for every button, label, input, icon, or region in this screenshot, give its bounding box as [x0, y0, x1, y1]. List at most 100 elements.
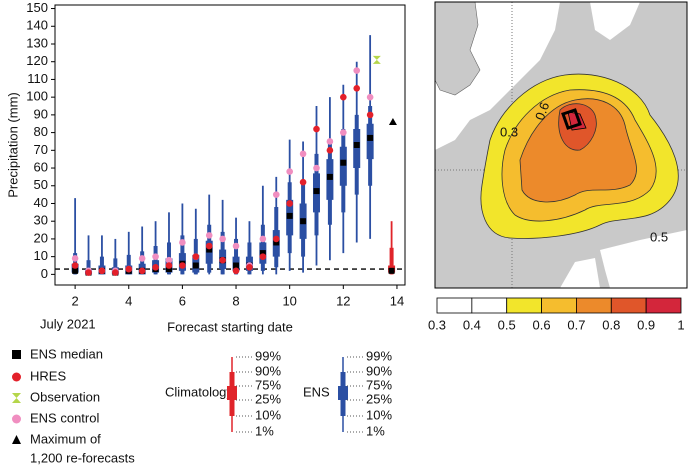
y-tick-label: 50: [34, 177, 48, 192]
key-percentile: 25%: [366, 391, 392, 406]
contour-label: 0.5: [650, 229, 668, 244]
colorbar-cell: [576, 297, 612, 314]
hres-point: [71, 262, 79, 269]
median: [286, 212, 293, 219]
map-land: [434, 1, 481, 96]
y-tick-label: 0: [41, 266, 48, 281]
colorbar-label: 0.9: [637, 317, 655, 332]
colorbar-label: 0.3: [428, 317, 446, 332]
hres-point: [259, 253, 267, 260]
key-percentile: 10%: [366, 407, 392, 422]
hres-point: [219, 256, 226, 264]
y-tick-label: 130: [26, 35, 48, 50]
hres-point: [272, 235, 280, 243]
control-point: [313, 164, 320, 172]
legend-label: Observation: [30, 389, 100, 404]
colorbar-cell: [506, 297, 542, 314]
legend: ENS median HRES Observation ENS control …: [12, 346, 330, 465]
map-sea: [600, 230, 687, 288]
median: [300, 218, 307, 225]
hres-point: [366, 111, 374, 119]
hres-point: [326, 147, 334, 154]
median: [340, 159, 347, 166]
median: [313, 188, 320, 195]
legend-symbol: [12, 414, 21, 424]
map-frame: [434, 1, 688, 289]
legend-label: Maximum of: [30, 431, 101, 446]
colorbar-label: 0.4: [463, 317, 481, 332]
hres-point: [98, 267, 106, 275]
colorbar-label: 0.6: [533, 317, 551, 332]
control-point: [353, 67, 361, 74]
hres-point: [192, 253, 200, 260]
control-point: [138, 255, 146, 262]
control-point: [165, 256, 173, 264]
key-percentile: 99%: [366, 348, 392, 363]
hres-point: [138, 267, 146, 275]
legend-label: ENS median: [30, 346, 103, 361]
control-point: [326, 138, 334, 145]
y-tick-label: 20: [34, 230, 48, 245]
legend-label: ENS control: [30, 410, 99, 425]
y-tick-label: 70: [34, 142, 48, 157]
legend-symbol: [12, 435, 21, 444]
hres-point: [299, 178, 307, 186]
x-tick-label: 4: [125, 293, 132, 308]
colorbar-cell: [471, 297, 508, 314]
median: [367, 134, 374, 141]
maximum: [388, 117, 397, 125]
key-percentile: 99%: [255, 348, 281, 363]
median: [192, 262, 199, 269]
control-point: [286, 168, 293, 175]
median: [353, 142, 360, 148]
median: [72, 267, 79, 274]
hres-point: [232, 267, 240, 275]
key-percentile: 75%: [255, 377, 281, 392]
y-tick-label: 60: [34, 159, 48, 174]
y-axis-label: Precipitation (mm): [5, 92, 20, 197]
hres-point: [125, 265, 133, 273]
control-point: [179, 239, 186, 246]
control-point: [259, 235, 267, 243]
control-point: [340, 129, 347, 136]
y-tick-label: 120: [26, 53, 48, 68]
y-tick-label: 40: [34, 195, 48, 210]
hres-point: [112, 269, 119, 276]
control-point: [152, 253, 159, 260]
hres-point: [205, 242, 213, 250]
plot-frame: [54, 4, 406, 286]
control-point: [366, 93, 374, 101]
y-tick-label: 150: [26, 0, 48, 15]
contour-label: 0.3: [500, 124, 518, 139]
key-percentile: 10%: [255, 407, 281, 422]
x-tick-label: 8: [232, 293, 239, 308]
key-percentile: 90%: [255, 363, 281, 378]
control-point: [299, 150, 307, 158]
hres-point: [340, 93, 347, 101]
hres-point: [152, 263, 159, 271]
colorbar-cell: [436, 297, 473, 314]
legend-label: 1,200 re-forecasts: [30, 450, 135, 465]
colorbar-cell: [645, 297, 682, 314]
forecast-plot: Precipitation (mm) July 2021 Forecast st…: [5, 4, 406, 334]
colorbar-label: 0.7: [567, 317, 585, 332]
x-tick-label: 14: [390, 293, 404, 308]
x-tick-label: 6: [179, 293, 186, 308]
contour-label: 0.6: [532, 100, 552, 122]
observation: [372, 55, 381, 64]
colorbar-label: 1: [677, 317, 684, 332]
key-label: Climatology: [165, 384, 233, 399]
median: [388, 267, 395, 274]
legend-label: HRES: [30, 368, 66, 383]
control-point: [205, 232, 213, 239]
hres-point: [246, 263, 253, 271]
x-sublabel: July 2021: [40, 316, 96, 331]
colorbar-label: 0.5: [498, 317, 516, 332]
median: [259, 250, 266, 257]
control-point: [232, 242, 240, 250]
x-tick-label: 12: [336, 293, 350, 308]
x-tick-label: 2: [71, 293, 78, 308]
hres-point: [286, 200, 293, 207]
legend-symbol: [12, 372, 21, 382]
